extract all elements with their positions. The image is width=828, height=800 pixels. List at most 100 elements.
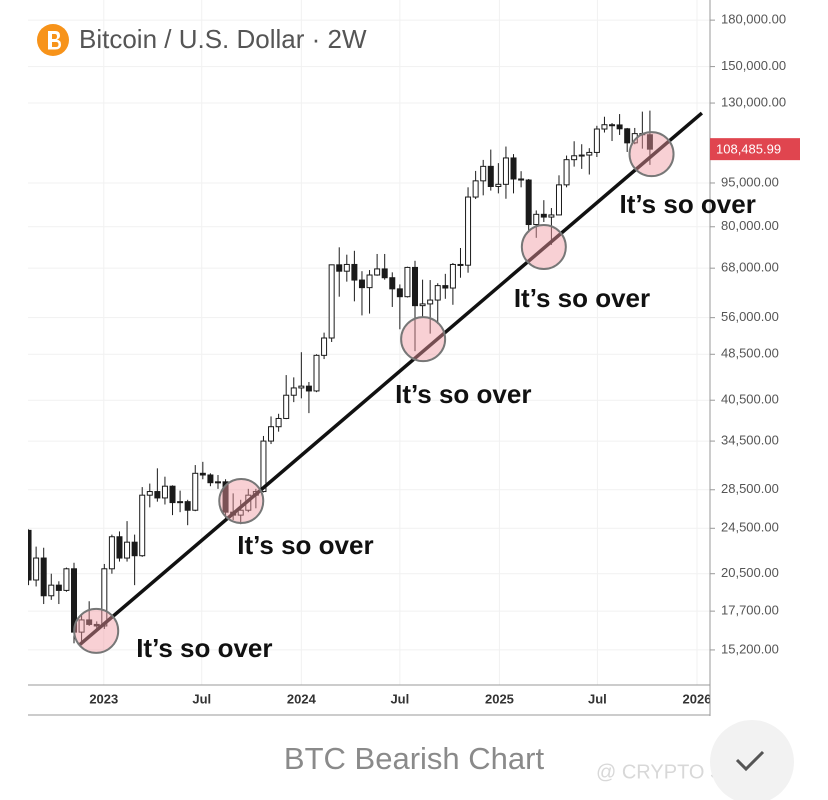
chart-title: Bitcoin / U.S. Dollar · 2W <box>79 24 367 54</box>
candle-body <box>154 491 161 499</box>
y-tick-label: 68,000.00 <box>721 260 779 275</box>
candle-body <box>548 214 555 218</box>
annotation-circle <box>400 316 447 363</box>
button-circle[interactable] <box>710 720 794 800</box>
confirm-button[interactable] <box>710 720 794 800</box>
candle-body <box>55 584 62 591</box>
candle-body <box>169 485 176 504</box>
candle-body <box>275 417 282 428</box>
candle-body <box>298 385 305 389</box>
annotation-text: It’s so over <box>620 189 756 219</box>
candle-body <box>260 440 267 493</box>
candle-body <box>389 277 396 290</box>
candle-body <box>449 263 456 289</box>
candle-body <box>457 263 464 266</box>
candle-body <box>412 266 419 307</box>
x-axis: 2023 Jul 2024 Jul 2025 Jul 2026 <box>89 691 711 706</box>
x-tick-label: Jul <box>588 691 607 706</box>
candle-body <box>381 268 388 279</box>
y-tick-label: 15,200.00 <box>721 641 779 656</box>
candle-body <box>93 623 100 627</box>
candle-body <box>116 536 123 559</box>
bitcoin-glyph <box>48 31 61 50</box>
candle-body <box>214 481 221 484</box>
candle-body <box>78 619 85 633</box>
candle-body <box>48 584 55 597</box>
candle-body <box>495 183 502 187</box>
annotation-circle <box>628 131 675 178</box>
candle-body <box>33 557 40 581</box>
candle-body <box>396 288 403 298</box>
price-axis-panel <box>710 0 828 716</box>
candle-body <box>404 266 411 298</box>
y-tick-label: 17,700.00 <box>721 603 779 618</box>
y-tick-label: 24,500.00 <box>721 520 779 535</box>
candle-body <box>555 184 562 216</box>
candle-body <box>192 472 199 511</box>
candle-body <box>586 151 593 156</box>
candle-body <box>624 128 631 144</box>
candle-body <box>305 385 312 392</box>
candle-body <box>472 180 479 198</box>
candle-body <box>465 196 472 266</box>
candle-body <box>139 494 146 557</box>
candle-body <box>336 264 343 272</box>
candle-body <box>177 501 184 504</box>
candle-body <box>502 157 509 185</box>
candle-body <box>571 155 578 161</box>
candle-body <box>86 619 93 625</box>
candle-body <box>40 557 47 597</box>
candle-body <box>366 274 373 289</box>
candle-body <box>146 491 153 496</box>
caption: BTC Bearish Chart <box>284 741 545 776</box>
candle-body <box>487 165 494 187</box>
y-tick-label: 56,000.00 <box>721 309 779 324</box>
candle-body <box>283 394 290 419</box>
trendline <box>78 111 704 647</box>
candle-body <box>442 285 449 289</box>
candle-body <box>593 128 600 153</box>
y-tick-label: 34,500.00 <box>721 433 779 448</box>
candle-body <box>328 264 335 339</box>
candle-body <box>28 529 32 581</box>
candle-body <box>313 354 320 392</box>
check-icon <box>735 750 765 772</box>
candle-body <box>427 299 434 305</box>
candle-body <box>563 159 570 186</box>
candle-body <box>268 426 275 442</box>
y-tick-label: 180,000.00 <box>721 12 786 27</box>
y-tick-label: 130,000.00 <box>721 94 786 109</box>
candle-body <box>601 124 608 130</box>
y-axis: 180,000.00 150,000.00 130,000.00 95,000.00 8… <box>710 12 786 656</box>
candle-body <box>518 178 525 181</box>
candle-body <box>351 263 358 281</box>
candle-body <box>161 485 168 499</box>
candle-body <box>646 134 653 150</box>
x-tick-label: 2024 <box>287 691 317 706</box>
x-tick-label: Jul <box>390 691 409 706</box>
candle-body <box>533 213 540 226</box>
candle-body <box>108 536 115 570</box>
x-tick-label: 2025 <box>485 691 514 706</box>
candle-body <box>199 472 206 476</box>
candle-body <box>124 541 131 559</box>
candle-body <box>480 165 487 182</box>
candle-body <box>578 154 585 157</box>
annotation-text: It’s so over <box>514 283 650 313</box>
candle-body <box>207 474 214 484</box>
x-tick-label: 2023 <box>89 691 118 706</box>
x-tick-label: 2026 <box>683 691 712 706</box>
candle-body <box>540 213 547 218</box>
last-price-label: 108,485.99 <box>716 142 781 157</box>
plot-area <box>28 0 710 685</box>
candle-body <box>63 568 70 591</box>
header: Bitcoin / U.S. Dollar · 2W <box>37 24 367 56</box>
annotation-text: It’s so over <box>237 530 373 560</box>
candle-body <box>237 509 244 516</box>
y-tick-label: 150,000.00 <box>721 58 786 73</box>
candle-body <box>222 481 229 513</box>
y-tick-label: 28,500.00 <box>721 481 779 496</box>
candle-body <box>374 268 381 276</box>
y-tick-label: 48,500.00 <box>721 346 779 361</box>
